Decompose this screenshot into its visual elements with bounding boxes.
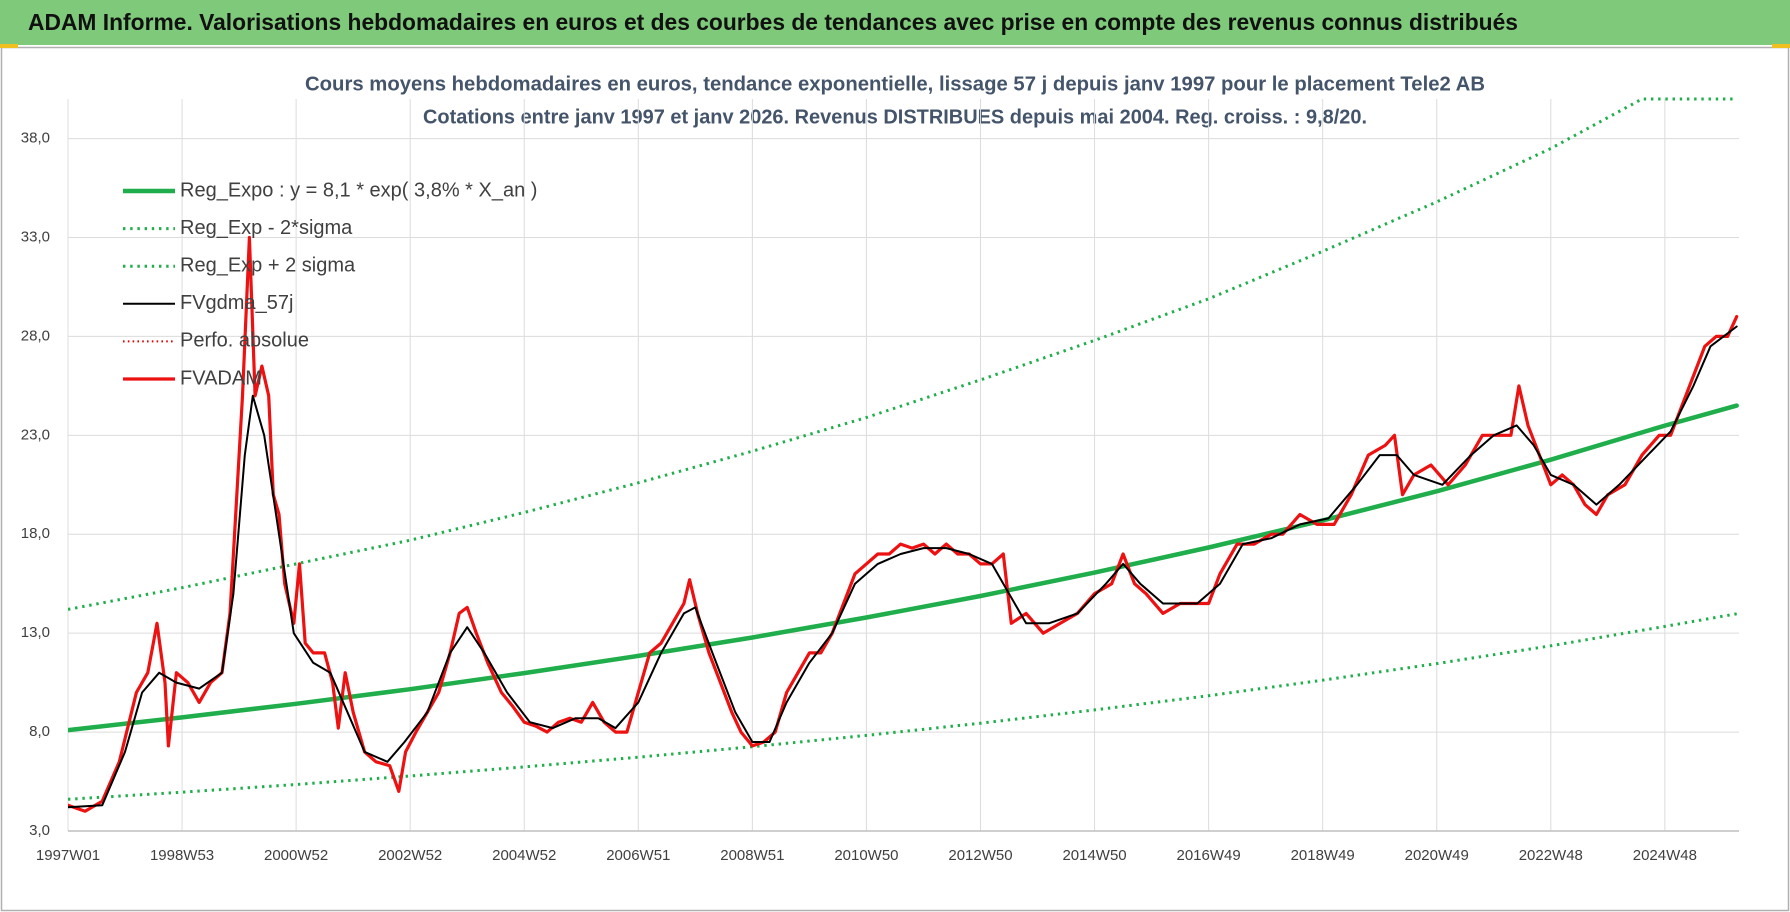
x-tick-label: 2020W49 <box>1405 847 1469 864</box>
header-bar <box>0 0 1790 45</box>
series-line <box>68 235 1739 813</box>
y-tick-label: 33,0 <box>21 228 50 245</box>
y-tick-label: 23,0 <box>21 426 50 443</box>
legend-label: Reg_Exp + 2 sigma <box>180 254 356 276</box>
legend-label: FVADAM <box>180 367 262 389</box>
y-tick-label: 18,0 <box>21 525 50 542</box>
legend-label: Perfo. absolue <box>180 330 309 352</box>
x-tick-label: 2022W48 <box>1519 847 1583 864</box>
x-tick-label: 2012W50 <box>948 847 1012 864</box>
y-tick-label: 8,0 <box>29 723 50 740</box>
x-tick-label: 2024W48 <box>1633 847 1697 864</box>
corner-mark <box>0 44 18 48</box>
header-title: ADAM Informe. Valorisations hebdomadaire… <box>28 9 1518 35</box>
chart-subtitle: Cotations entre janv 1997 et janv 2026. … <box>423 106 1367 128</box>
legend-label: Reg_Exp - 2*sigma <box>180 217 353 239</box>
legend-label: FVgdma_57j <box>180 292 293 314</box>
x-tick-label: 2016W49 <box>1177 847 1241 864</box>
series-line <box>68 612 1737 801</box>
chart-title: Cours moyens hebdomadaires en euros, ten… <box>305 73 1485 95</box>
y-tick-label: 38,0 <box>21 130 50 147</box>
x-tick-label: 2010W50 <box>834 847 898 864</box>
x-tick-label: 2004W52 <box>492 847 556 864</box>
series-line <box>68 325 1738 809</box>
x-tick-label: 2000W52 <box>264 847 328 864</box>
y-tick-label: 3,0 <box>29 822 50 839</box>
y-tick-label: 28,0 <box>21 327 50 344</box>
corner-mark <box>1772 44 1790 48</box>
chart-frame <box>0 46 1790 912</box>
legend-label: Reg_Expo : y = 8,1 * exp( 3,8% * X_an ) <box>180 179 537 201</box>
x-tick-label: 2014W50 <box>1062 847 1126 864</box>
series-line <box>68 403 1739 733</box>
x-tick-label: 2018W49 <box>1291 847 1355 864</box>
x-tick-label: 2002W52 <box>378 847 442 864</box>
y-tick-label: 13,0 <box>21 624 50 641</box>
x-tick-label: 2006W51 <box>606 847 670 864</box>
x-tick-label: 1998W53 <box>150 847 214 864</box>
x-tick-label: 2008W51 <box>720 847 784 864</box>
x-tick-label: 1997W01 <box>36 847 100 864</box>
